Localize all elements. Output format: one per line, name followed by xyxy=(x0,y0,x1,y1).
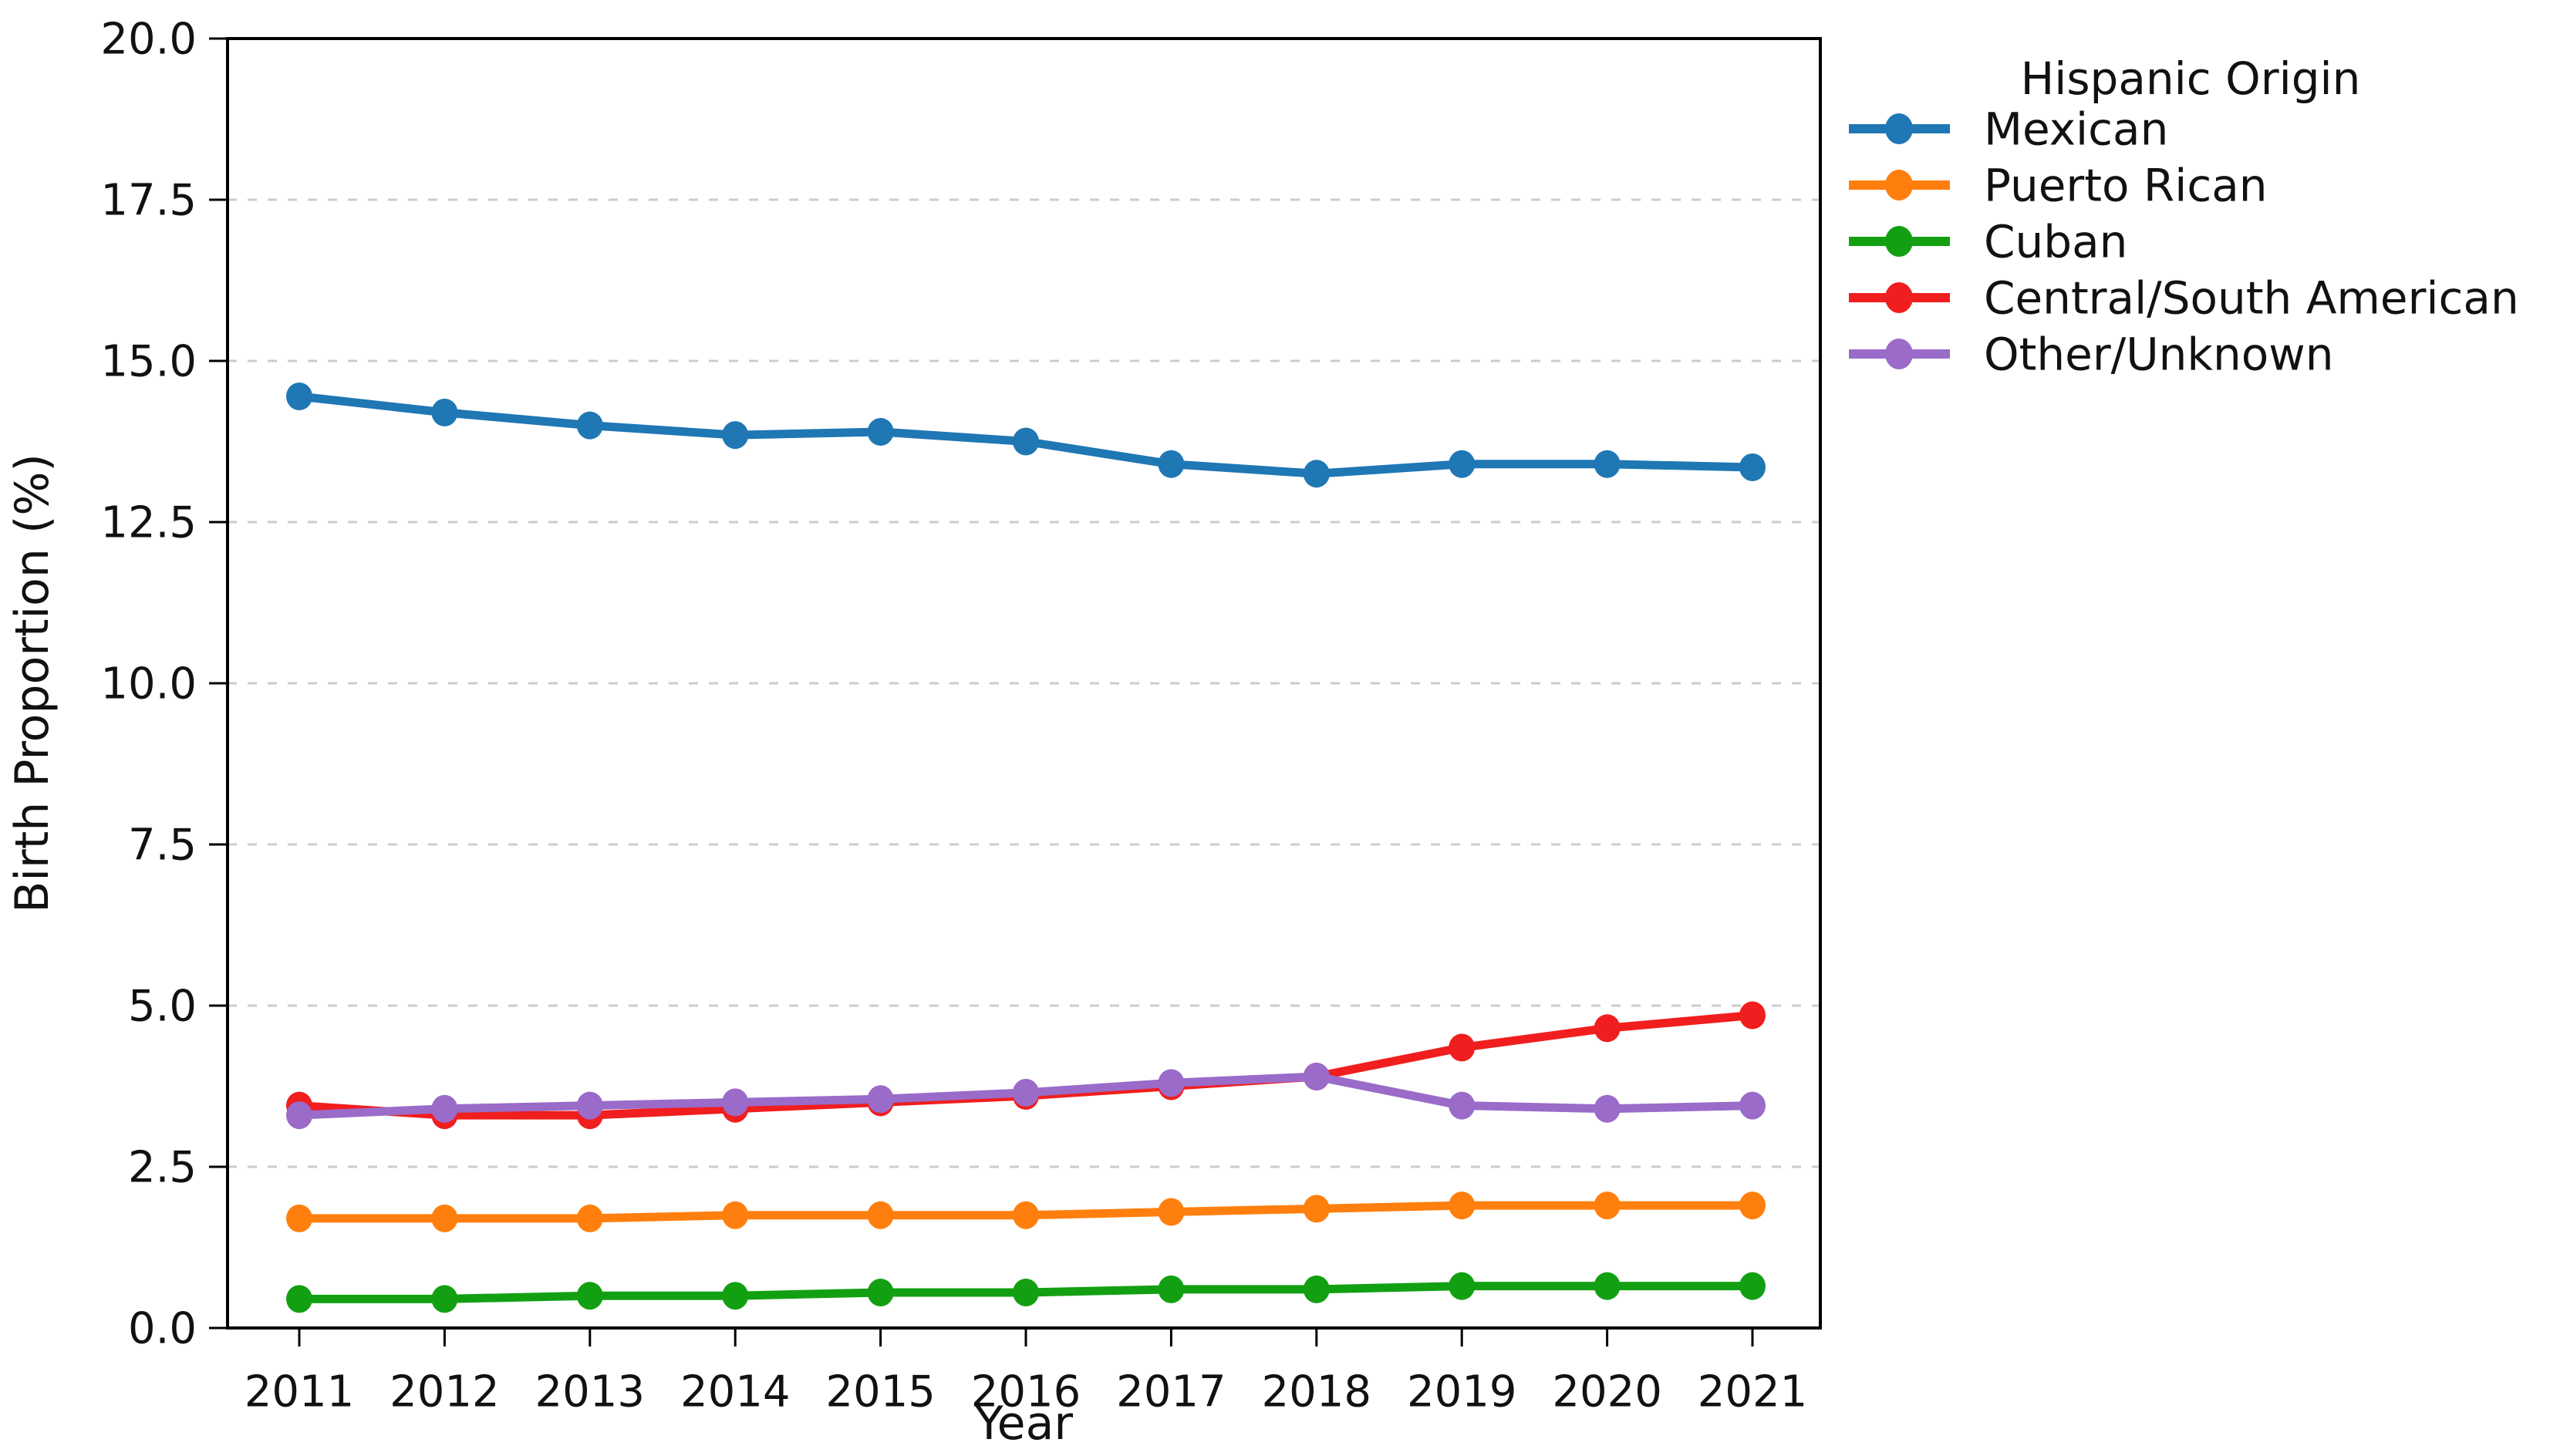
x-tick-label: 2015 xyxy=(825,1367,936,1417)
point-other-unknown-2013 xyxy=(576,1091,603,1120)
x-axis-title: Year xyxy=(974,1397,1073,1451)
point-cuban-2021 xyxy=(1739,1272,1766,1300)
x-tick-label: 2018 xyxy=(1262,1367,1372,1417)
point-cuban-2019 xyxy=(1449,1272,1476,1300)
point-puerto-rican-2011 xyxy=(286,1204,312,1232)
y-axis: 0.0 2.5 5.0 7.5 10.0 12.5 15.0 17.5 20.0 xyxy=(100,15,228,1354)
legend-label-mexican: Mexican xyxy=(1984,103,2168,155)
series-group xyxy=(286,382,1766,1313)
x-tick-label: 2013 xyxy=(535,1367,646,1417)
point-mexican-2018 xyxy=(1303,460,1330,488)
point-mexican-2012 xyxy=(431,398,458,426)
point-mexican-2011 xyxy=(286,382,312,410)
plot-border xyxy=(226,37,1822,1330)
point-puerto-rican-2013 xyxy=(576,1204,603,1232)
gridlines xyxy=(228,37,1820,1330)
legend-item-central-south-american: Central/South American xyxy=(1849,271,2519,324)
point-puerto-rican-2021 xyxy=(1739,1191,1766,1220)
point-puerto-rican-2012 xyxy=(431,1204,458,1232)
point-cuban-2015 xyxy=(867,1279,894,1307)
point-other-unknown-2014 xyxy=(722,1088,749,1117)
x-tick-label: 2011 xyxy=(245,1367,355,1417)
point-cuban-2012 xyxy=(431,1285,458,1313)
point-central-south-american-2021 xyxy=(1739,1001,1766,1030)
legend-title: Hispanic Origin xyxy=(2021,52,2361,105)
point-mexican-2019 xyxy=(1449,450,1476,478)
point-cuban-2016 xyxy=(1013,1279,1039,1307)
point-other-unknown-2015 xyxy=(867,1085,894,1114)
point-mexican-2021 xyxy=(1739,453,1766,481)
point-cuban-2018 xyxy=(1303,1275,1330,1303)
y-tick-label: 0.0 xyxy=(128,1304,197,1354)
x-tick-label: 2014 xyxy=(680,1367,791,1417)
legend-label-central-south-american: Central/South American xyxy=(1984,271,2519,324)
point-mexican-2013 xyxy=(576,411,603,440)
point-puerto-rican-2014 xyxy=(722,1201,749,1229)
point-puerto-rican-2015 xyxy=(867,1201,894,1229)
point-other-unknown-2020 xyxy=(1594,1094,1621,1123)
point-other-unknown-2016 xyxy=(1013,1078,1039,1107)
x-tick-label: 2016 xyxy=(971,1367,1081,1417)
legend-marker-central-south-american xyxy=(1885,282,1913,313)
legend-marker-puerto-rican xyxy=(1885,170,1913,201)
point-puerto-rican-2020 xyxy=(1594,1191,1621,1220)
y-tick-label: 20.0 xyxy=(100,15,197,65)
y-tick-label: 7.5 xyxy=(128,821,197,871)
point-central-south-american-2020 xyxy=(1594,1014,1621,1043)
y-tick-label: 5.0 xyxy=(128,982,197,1032)
point-mexican-2017 xyxy=(1158,450,1185,478)
y-tick-label: 12.5 xyxy=(100,498,197,548)
point-cuban-2013 xyxy=(576,1282,603,1310)
legend-label-other-unknown: Other/Unknown xyxy=(1984,328,2333,380)
y-tick-label: 17.5 xyxy=(100,176,197,226)
point-mexican-2016 xyxy=(1013,427,1039,456)
point-mexican-2015 xyxy=(867,417,894,446)
point-mexican-2014 xyxy=(722,421,749,450)
point-other-unknown-2018 xyxy=(1303,1062,1330,1090)
y-tick-label: 2.5 xyxy=(128,1143,197,1193)
legend-label-cuban: Cuban xyxy=(1984,215,2127,268)
point-other-unknown-2011 xyxy=(286,1101,312,1130)
point-puerto-rican-2018 xyxy=(1303,1195,1330,1223)
legend-item-puerto-rican: Puerto Rican xyxy=(1849,159,2268,211)
legend-marker-mexican xyxy=(1885,113,1913,144)
x-tick-label: 2021 xyxy=(1698,1367,1808,1417)
legend-marker-cuban xyxy=(1885,226,1913,257)
y-tick-label: 10.0 xyxy=(100,659,197,709)
point-cuban-2011 xyxy=(286,1285,312,1313)
point-mexican-2020 xyxy=(1594,450,1621,478)
legend-item-mexican: Mexican xyxy=(1849,103,2168,155)
x-tick-label: 2019 xyxy=(1407,1367,1517,1417)
point-other-unknown-2017 xyxy=(1158,1069,1185,1097)
legend-marker-other-unknown xyxy=(1885,339,1913,369)
point-puerto-rican-2017 xyxy=(1158,1198,1185,1226)
point-other-unknown-2019 xyxy=(1449,1091,1476,1120)
x-tick-label: 2017 xyxy=(1116,1367,1226,1417)
legend-item-cuban: Cuban xyxy=(1849,215,2127,268)
point-cuban-2014 xyxy=(722,1282,749,1310)
x-tick-label: 2020 xyxy=(1552,1367,1662,1417)
legend-item-other-unknown: Other/Unknown xyxy=(1849,328,2333,380)
y-axis-title: Birth Proportion (%) xyxy=(5,453,59,913)
point-cuban-2020 xyxy=(1594,1272,1621,1300)
point-cuban-2017 xyxy=(1158,1275,1185,1303)
point-puerto-rican-2016 xyxy=(1013,1201,1039,1229)
point-puerto-rican-2019 xyxy=(1449,1191,1476,1220)
legend-label-puerto-rican: Puerto Rican xyxy=(1984,159,2268,211)
point-central-south-american-2019 xyxy=(1449,1033,1476,1062)
x-axis: 2011 2012 2013 2014 2015 2016 2017 2018 2019 2020… xyxy=(245,1328,1808,1417)
point-other-unknown-2021 xyxy=(1739,1091,1766,1120)
x-tick-label: 2012 xyxy=(390,1367,500,1417)
y-tick-label: 15.0 xyxy=(100,337,197,387)
point-other-unknown-2012 xyxy=(431,1094,458,1123)
